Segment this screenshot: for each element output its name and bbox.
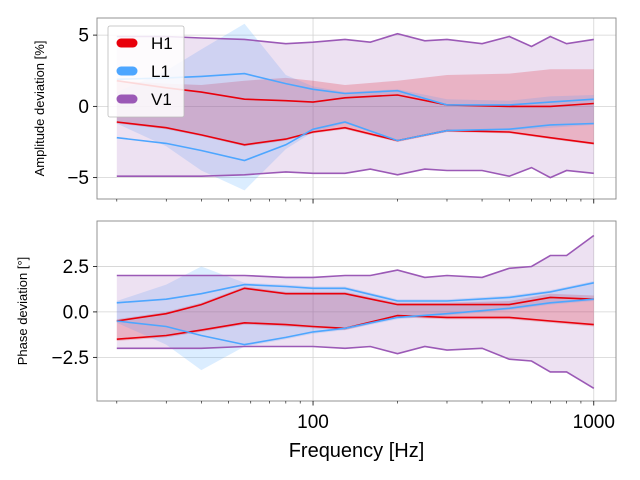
top-line-l1-upper: [116, 72, 594, 106]
bottom-xtick-label: 1000: [573, 412, 615, 433]
top-line-v1-upper: [116, 32, 594, 48]
legend-box: [107, 25, 185, 118]
bottom-line-v1-upper: [116, 234, 595, 279]
top-ytick-label: −5: [67, 168, 89, 189]
top-frame: [96, 17, 617, 200]
bottom-line-h1-lower: [116, 314, 594, 340]
bottom-xtick-label: 100: [297, 412, 329, 433]
bottom-band-l1: [116, 266, 594, 371]
top-line-v1-lower: [116, 166, 594, 179]
bottom-line-h1-upper: [116, 287, 594, 322]
top-panel: −5 0 5 Amplitude deviation [%] H1 L1 V1: [32, 17, 617, 204]
top-line-l1-lower: [116, 121, 594, 162]
bottom-ytick-label: 0.0: [63, 302, 89, 323]
bottom-xlabel: Frequency [Hz]: [289, 440, 425, 462]
top-band-l1: [116, 23, 594, 191]
bottom-panel: −2.5 0.0 2.5 100 1000 Phase deviation [°] Freq…: [15, 220, 617, 462]
bottom-band-h1: [116, 286, 594, 341]
bottom-line-l1-upper: [116, 282, 594, 304]
legend-label-v1: V1: [151, 90, 172, 109]
top-band-v1: [116, 33, 594, 178]
bottom-ytick-label: 2.5: [63, 257, 89, 278]
legend-label-l1: L1: [151, 62, 170, 81]
top-ylabel: Amplitude deviation [%]: [32, 41, 47, 177]
top-ytick-label: 5: [78, 26, 89, 47]
top-line-h1-upper: [116, 79, 594, 108]
bottom-line-l1-lower: [116, 298, 594, 346]
legend: H1 L1 V1: [107, 25, 185, 118]
top-band-h1: [116, 69, 594, 147]
bottom-line-v1-lower: [116, 345, 595, 389]
bottom-ylabel: Phase deviation [°]: [15, 257, 30, 366]
top-ytick-label: 0: [78, 97, 89, 118]
bottom-ytick-label: −2.5: [51, 348, 89, 369]
bottom-band-v1: [116, 235, 594, 389]
top-line-h1-lower: [116, 121, 594, 146]
bottom-frame: [96, 220, 617, 402]
legend-label-h1: H1: [151, 34, 173, 53]
